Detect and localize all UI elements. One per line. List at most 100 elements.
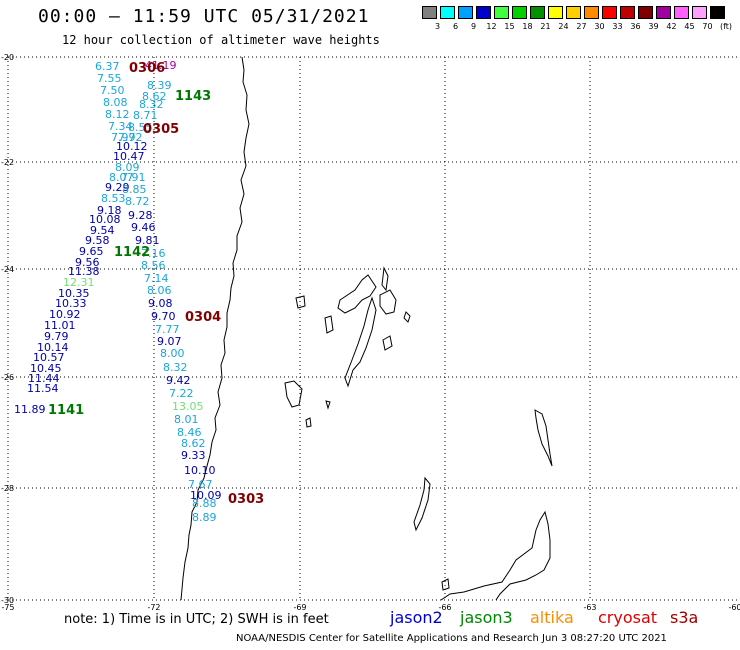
color-scale-label: 6 <box>452 22 459 31</box>
wave-height-reading: 9.28 <box>128 209 153 222</box>
wave-height-reading: 10.45 <box>30 362 62 375</box>
wave-height-reading: 6.37 <box>95 60 120 73</box>
color-scale-swatch <box>620 6 635 19</box>
wave-height-reading: 8.53 <box>101 192 126 205</box>
color-scale-label: 15 <box>504 22 515 31</box>
wave-height-reading: 8.55 <box>128 121 153 134</box>
color-scale-swatch <box>692 6 707 19</box>
color-scale-swatch <box>494 6 509 19</box>
wave-height-reading: 9.46 <box>131 221 156 234</box>
latitude-label: -30 <box>1 596 14 605</box>
wave-height-reading: 9.10 <box>0 0 25 3</box>
wave-height-reading: 8.32 <box>139 98 164 111</box>
wave-height-reading: 8.46 <box>177 426 202 439</box>
wave-height-reading: 7.91 <box>121 171 146 184</box>
wave-height-reading: 8.62 <box>181 437 206 450</box>
color-scale-swatch <box>512 6 527 19</box>
wave-height-reading: 11.54 <box>27 382 59 395</box>
wave-height-color-scale: 3 6 9 12 15 18 21 24 27 30 33 36 39 42 45 70 (ft) <box>422 6 732 36</box>
color-scale-swatch <box>440 6 455 19</box>
wave-height-reading: 7.50 <box>100 84 125 97</box>
color-scale-label: 30 <box>594 22 605 31</box>
wave-height-reading: 10.14 <box>37 341 69 354</box>
wave-height-reading: 11.89 <box>14 403 46 416</box>
coastline <box>180 56 250 601</box>
wave-height-reading: 8.89 <box>192 511 217 524</box>
wave-height-reading: 9.81 <box>135 234 160 247</box>
wave-height-reading: 10.09 <box>190 489 222 502</box>
wave-height-reading: 9.56 <box>75 256 100 269</box>
wave-height-reading: 11.44 <box>28 372 60 385</box>
pass-time-label: 0305 <box>143 122 179 137</box>
wave-height-reading: 7.34 <box>108 120 133 133</box>
wave-height-reading: 12.31 <box>63 276 95 289</box>
color-scale-label: 27 <box>576 22 587 31</box>
wave-height-reading: 9.42 <box>166 374 191 387</box>
wave-height-reading: 9.58 <box>85 234 110 247</box>
color-scale-label: 21 <box>540 22 551 31</box>
wave-height-reading: 10.12 <box>116 140 148 153</box>
color-scale-swatch <box>602 6 617 19</box>
wave-height-reading: 10.92 <box>49 308 81 321</box>
satellite-legend-item: cryosat <box>598 608 658 627</box>
latitude-label: -22 <box>1 158 14 167</box>
wave-height-reading: 8.12 <box>105 108 130 121</box>
wave-height-reading: 10.35 <box>58 287 90 300</box>
pass-time-label: 0303 <box>228 492 264 507</box>
color-scale-swatch <box>656 6 671 19</box>
latitude-label: -28 <box>1 484 14 493</box>
wave-height-reading: 7.77 <box>155 323 180 336</box>
wave-height-reading: 9.33 <box>181 449 206 462</box>
wave-height-reading: 11.38 <box>68 265 100 278</box>
color-scale-label: 42 <box>666 22 677 31</box>
satellite-legend-item: jason3 <box>460 608 513 627</box>
wave-height-reading: 7.16 <box>141 247 166 260</box>
wave-height-reading: 8.09 <box>115 161 140 174</box>
color-scale-label: 45 <box>684 22 695 31</box>
axis-labels: -20 -22 -24 -26 -28 -30-75 -72 -69 -66 -63 -60 <box>1 53 740 612</box>
color-scale-label: 12 <box>486 22 497 31</box>
wave-height-reading: 7.92 <box>118 131 143 144</box>
wave-height-reading: 7.67 <box>188 478 213 491</box>
color-scale-label: 18 <box>522 22 533 31</box>
pass-time-label: 0306 <box>129 61 165 76</box>
wave-height-reading: 8.08 <box>103 96 128 109</box>
color-scale-swatch <box>476 6 491 19</box>
wave-height-reading: 9.07 <box>157 335 182 348</box>
wave-height-reading: 8.71 <box>133 109 158 122</box>
pass-time-label: 1141 <box>48 403 84 418</box>
pass-time-label: 1142 <box>114 245 150 260</box>
wave-height-reading: 9.18 <box>97 204 122 217</box>
wave-height-reading: 8.39 <box>147 79 172 92</box>
color-scale-label: 39 <box>648 22 659 31</box>
color-scale-label: 33 <box>612 22 623 31</box>
wave-height-reading: 8.32 <box>163 361 188 374</box>
color-scale-swatch <box>710 6 725 19</box>
wave-height-reading: 10.33 <box>55 297 87 310</box>
wave-height-reading: 7.97 <box>111 131 136 144</box>
wave-height-reading: 7.22 <box>169 387 194 400</box>
wave-height-reading: 8.72 <box>0 0 25 3</box>
color-scale-swatch <box>638 6 653 19</box>
islands <box>284 266 553 601</box>
color-scale-label: 70 <box>702 22 713 31</box>
wave-height-reading: 8.00 <box>160 347 185 360</box>
wave-height-reading: 8.07 <box>109 171 134 184</box>
wave-height-reading: 8.01 <box>174 413 199 426</box>
color-scale-swatch <box>458 6 473 19</box>
wave-height-reading: 10.47 <box>113 150 145 163</box>
wave-height-reading: 8.85 <box>122 183 147 196</box>
longitude-label: -69 <box>293 603 306 612</box>
latitude-label: -26 <box>1 373 14 382</box>
color-scale-swatch <box>422 6 437 19</box>
wave-height-reading: 10.10 <box>184 464 216 477</box>
wave-height-reading: 11.01 <box>44 319 76 332</box>
color-scale-label: 24 <box>558 22 569 31</box>
color-scale-label: 36 <box>630 22 641 31</box>
pass-time-label: 1143 <box>175 89 211 104</box>
wave-height-reading: 7.14 <box>144 272 169 285</box>
pass-time-labels: 0306 0305 0304 0303 1143 1142 1141 <box>48 61 264 507</box>
color-scale-swatch <box>674 6 689 19</box>
color-scale-swatch <box>548 6 563 19</box>
